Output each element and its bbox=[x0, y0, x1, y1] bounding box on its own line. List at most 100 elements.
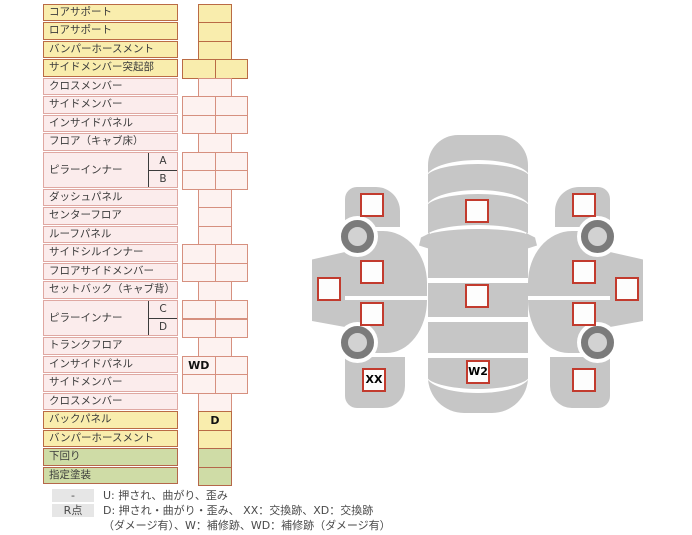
pillar-sub-label: A bbox=[159, 154, 167, 167]
car-top-view bbox=[419, 135, 537, 413]
damage-marker-left-front-door[interactable] bbox=[360, 260, 384, 284]
damage-code bbox=[183, 116, 215, 134]
damage-marker-left-sill-outer[interactable] bbox=[317, 277, 341, 301]
part-row-label: バンパーホースメント bbox=[43, 40, 178, 59]
part-row-label: ピラーインナー A B bbox=[43, 151, 178, 188]
hood-seam bbox=[426, 190, 530, 210]
legend-line: R点 D: 押され・曲がり・歪み、 XX：交換跡、XD：交換跡 bbox=[52, 504, 391, 518]
damage-code bbox=[183, 97, 215, 115]
damage-marker-top-trunk[interactable]: W2 bbox=[466, 360, 490, 384]
damage-cell[interactable] bbox=[198, 225, 232, 246]
part-row-label: サイドメンバー bbox=[43, 374, 178, 392]
right-mirror-icon bbox=[526, 233, 537, 249]
part-row-label: フロアサイドメンバー bbox=[43, 262, 178, 281]
damage-code: WD bbox=[188, 358, 210, 372]
part-row-label: インサイドパネル bbox=[43, 355, 178, 374]
car-side-view-right bbox=[528, 180, 643, 412]
damage-cell[interactable] bbox=[198, 429, 232, 450]
part-row-label: バックパネル bbox=[43, 411, 178, 429]
damage-cell[interactable] bbox=[182, 244, 248, 264]
damage-cell[interactable] bbox=[198, 207, 232, 227]
front-bumper-seam bbox=[426, 160, 530, 180]
damage-cell[interactable] bbox=[182, 114, 248, 135]
damage-cell[interactable] bbox=[182, 151, 248, 172]
damage-cell[interactable] bbox=[198, 188, 232, 209]
damage-code bbox=[199, 449, 231, 467]
damage-cell[interactable] bbox=[182, 170, 248, 190]
damage-marker-right-rear-door[interactable] bbox=[572, 302, 596, 326]
part-row-label: クロスメンバー bbox=[43, 77, 178, 96]
damage-marker-top-roof-center[interactable] bbox=[465, 284, 489, 308]
damage-cell[interactable]: WD bbox=[182, 355, 248, 376]
damage-cell[interactable] bbox=[182, 59, 248, 79]
part-label: ピラーインナー bbox=[49, 311, 123, 324]
pillar-sub-label: C bbox=[159, 302, 167, 315]
damage-code bbox=[214, 115, 248, 134]
legend-text-u: U: 押され、曲がり、歪み bbox=[103, 489, 228, 502]
legend-text-codes2: （ダメージ有）、W：補修跡、WD：補修跡（ダメージ有） bbox=[103, 519, 391, 532]
part-row-label: ロアサポート bbox=[43, 22, 178, 40]
damage-cell[interactable] bbox=[198, 40, 232, 61]
damage-code bbox=[199, 282, 231, 300]
damage-cell[interactable]: D bbox=[198, 411, 232, 431]
damage-code bbox=[214, 245, 248, 263]
damage-code bbox=[199, 208, 231, 226]
damage-marker-top-hood[interactable] bbox=[465, 199, 489, 223]
damage-cell[interactable] bbox=[198, 392, 232, 413]
legend: - U: 押され、曲がり、歪み R点 D: 押され・曲がり・歪み、 XX：交換跡… bbox=[52, 489, 391, 534]
part-row-label: 指定塗装 bbox=[43, 466, 178, 485]
part-row-label: サイドメンバー突起部 bbox=[43, 59, 178, 77]
damage-code bbox=[199, 431, 231, 449]
damage-cell[interactable] bbox=[198, 3, 232, 24]
damage-code: D bbox=[210, 414, 220, 428]
part-row-label: サイドメンバー bbox=[43, 96, 178, 114]
part-row-label: 下回り bbox=[43, 448, 178, 466]
legend-badge-spacer bbox=[52, 519, 94, 532]
legend-text-codes: D: 押され・曲がり・歪み、 XX：交換跡、XD：交換跡 bbox=[103, 504, 374, 517]
damage-cell[interactable] bbox=[198, 448, 232, 468]
damage-cell[interactable] bbox=[182, 374, 248, 394]
damage-marker-right-front-door[interactable] bbox=[572, 260, 596, 284]
damage-marker-right-rear-fender[interactable] bbox=[572, 368, 596, 392]
damage-code bbox=[214, 60, 248, 78]
damage-code bbox=[183, 153, 215, 171]
part-row-label: フロア（キャブ床） bbox=[43, 133, 178, 151]
left-rear-wheel-icon bbox=[341, 326, 374, 359]
damage-code bbox=[183, 375, 215, 393]
damage-cell[interactable] bbox=[182, 96, 248, 116]
damage-marker-left-rear-fender[interactable]: XX bbox=[362, 368, 386, 392]
damage-cell[interactable] bbox=[198, 337, 232, 357]
damage-code bbox=[214, 375, 248, 393]
damage-code bbox=[199, 23, 231, 41]
damage-cell[interactable] bbox=[198, 133, 232, 153]
part-row-label: サイドシルインナー bbox=[43, 244, 178, 262]
damage-cell[interactable] bbox=[182, 262, 248, 283]
legend-badge-rpoint: R点 bbox=[52, 504, 94, 517]
legend-badge-u: - bbox=[52, 489, 94, 502]
damage-cell[interactable] bbox=[198, 466, 232, 487]
part-row-label: ピラーインナー C D bbox=[43, 299, 178, 336]
damage-code bbox=[183, 320, 215, 338]
left-front-wheel-icon bbox=[341, 220, 374, 253]
pillar-sub-label: B bbox=[149, 169, 177, 187]
damage-cell[interactable] bbox=[182, 318, 248, 339]
damage-marker-left-rear-door[interactable] bbox=[360, 302, 384, 326]
pillar-sub-label: D bbox=[149, 317, 177, 335]
damage-marker-right-sill-outer[interactable] bbox=[615, 277, 639, 301]
damage-code bbox=[214, 319, 248, 338]
damage-cell[interactable] bbox=[198, 77, 232, 98]
legend-line: - U: 押され、曲がり、歪み bbox=[52, 489, 391, 503]
damage-cell[interactable] bbox=[198, 281, 232, 301]
damage-cell[interactable] bbox=[182, 299, 248, 320]
damage-code bbox=[214, 300, 248, 319]
damage-code bbox=[199, 134, 231, 152]
windshield-seam bbox=[426, 225, 530, 245]
damage-cell[interactable] bbox=[198, 22, 232, 42]
damage-marker-right-front-fender[interactable] bbox=[572, 193, 596, 217]
damage-marker-left-front-fender[interactable] bbox=[360, 193, 384, 217]
right-rear-wheel-icon bbox=[581, 326, 614, 359]
part-row-label: ルーフパネル bbox=[43, 225, 178, 244]
part-row-label: コアサポート bbox=[43, 3, 178, 21]
right-front-wheel-icon bbox=[581, 220, 614, 253]
